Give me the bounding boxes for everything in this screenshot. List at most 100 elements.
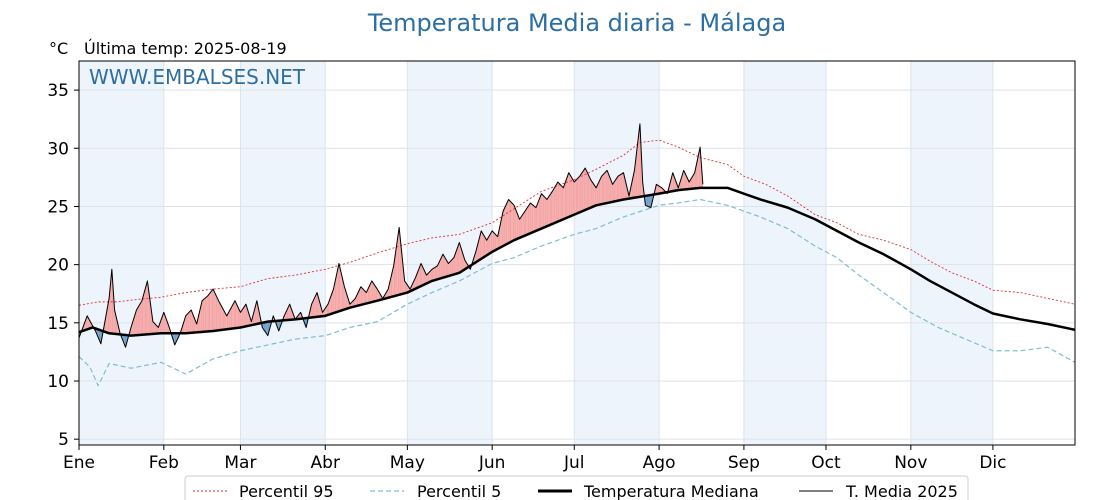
fill-above-median [436,265,438,280]
fill-above-median [563,184,565,220]
fill-above-median [683,170,686,190]
fill-above-median [457,242,460,274]
fill-above-median [672,172,675,192]
fill-above-median [241,308,244,328]
fill-above-median [592,181,594,208]
fill-above-median [397,227,400,296]
fill-above-median [551,191,553,225]
fill-above-median [559,183,561,221]
fill-above-median [367,286,370,304]
fill-above-median [418,266,420,288]
fill-above-median [523,211,526,237]
fill-above-median [158,323,160,334]
y-tick-label: 5 [58,430,69,450]
fill-above-median [582,170,584,212]
fill-above-median [431,268,434,281]
fill-above-median [192,313,194,333]
fill-above-median [130,323,133,336]
x-tick-label: Jul [563,453,585,473]
fill-above-median [433,267,435,281]
fill-above-median [444,256,446,278]
fill-above-median [445,258,448,277]
fill-above-median [460,246,463,272]
fill-above-median [598,179,601,205]
fill-above-median [137,305,140,336]
fill-above-median [229,308,231,329]
fill-above-median [338,263,341,312]
fill-above-median [326,304,328,316]
fill-above-median [210,290,212,332]
fill-above-median [485,237,487,257]
fill-above-median [520,215,523,238]
fill-below-median [277,320,279,331]
fill-above-median [535,204,538,231]
fill-above-median [494,233,497,251]
fill-above-median [570,175,572,217]
fill-above-median [500,217,502,248]
fill-above-median [577,177,579,214]
fill-above-median [597,182,599,205]
legend-label-current: T. Media 2025 [845,482,958,500]
fill-above-median [566,176,568,219]
fill-above-median [375,287,378,302]
fill-above-median [152,321,155,334]
fill-above-median [564,180,567,219]
fill-above-median [620,173,623,201]
fill-above-median [525,209,527,236]
fill-above-median [596,184,598,206]
fill-above-median [619,174,621,201]
fill-above-median [213,289,215,331]
y-tick-label: 25 [47,197,69,217]
fill-above-median [359,286,361,306]
x-tick-label: Oct [811,453,841,473]
series-line-percentil-95 [78,139,1076,306]
fill-above-median [329,296,331,315]
fill-above-median [512,203,515,241]
fill-above-median [191,310,193,333]
fill-above-median [541,193,543,229]
x-tick-label: Mar [224,453,256,473]
fill-above-median [373,282,375,302]
fill-above-median [155,324,157,334]
fill-above-median [568,172,571,217]
fill-above-median [571,177,573,216]
fill-above-median [479,230,482,260]
fill-above-median [207,294,209,332]
fill-above-median [605,170,608,204]
fill-above-median [575,179,577,215]
fill-above-median [236,303,238,328]
fill-above-median [531,204,534,233]
fill-above-median [478,236,480,261]
fill-above-median [421,263,423,287]
fill-above-median [370,280,372,303]
fill-above-median [556,182,558,223]
fill-above-median [542,195,545,228]
axis-ticks: Ene Feb Mar Abr May Jun Jul Ago Sep Oct Nov Dic 5 10 1… [47,81,1006,473]
fill-above-median [208,292,211,332]
fill-above-median [474,251,476,264]
fill-above-median [586,170,588,210]
fill-above-median [203,298,205,332]
y-tick-label: 15 [47,314,69,334]
fill-below-median [122,334,125,344]
fill-above-median [534,206,536,232]
fill-above-median [211,289,214,332]
fill-above-median [567,172,569,218]
fill-above-median [482,233,484,258]
fill-below-median [267,321,270,336]
fill-above-median [497,230,500,249]
fill-above-median [451,259,453,276]
fill-above-median [440,257,442,279]
fill-above-median [146,280,148,335]
fill-above-median [583,168,586,211]
fill-above-median [222,308,225,330]
fill-above-median [340,269,342,311]
fill-above-median [481,230,483,259]
fill-above-median [561,186,564,220]
fill-above-median [141,295,144,335]
fill-above-median [344,286,346,310]
fill-above-median [533,205,535,233]
fill-above-median [578,176,580,213]
fill-below-median [649,195,651,208]
